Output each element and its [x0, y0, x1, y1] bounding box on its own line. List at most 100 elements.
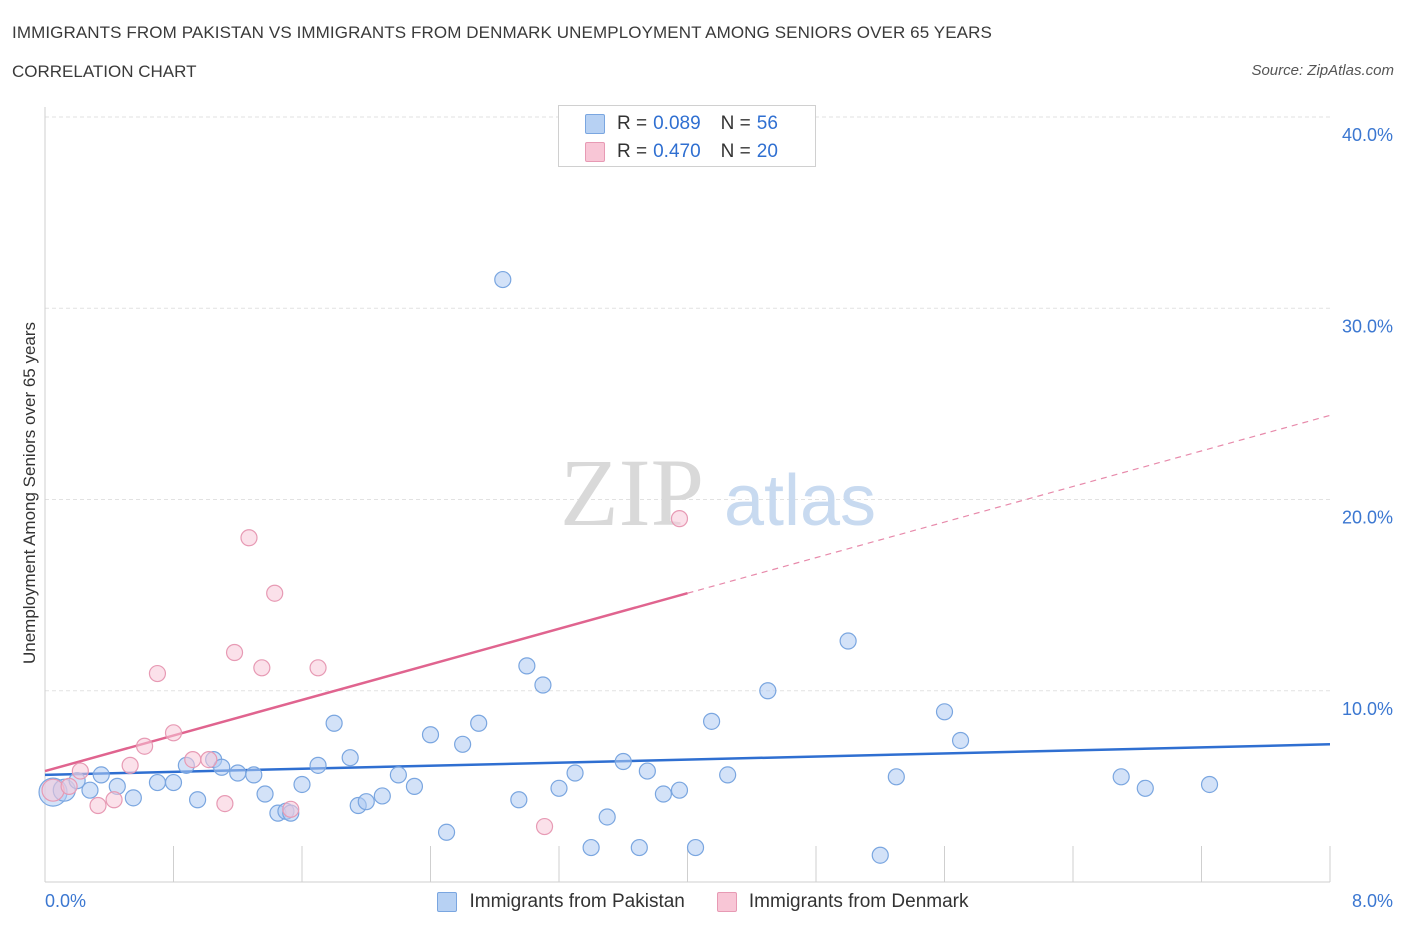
- data-points: [38, 270, 1219, 864]
- legend-label-pakistan: Immigrants from Pakistan: [469, 891, 685, 912]
- legend-swatch-denmark: [585, 142, 605, 162]
- data-point-denmark: [253, 659, 271, 677]
- trend-line-denmark-projection: [687, 414, 1331, 594]
- legend-item-denmark[interactable]: Immigrants from Denmark: [716, 891, 969, 913]
- gridlines: [45, 116, 1330, 692]
- data-point-pakistan: [719, 766, 737, 784]
- data-point-denmark: [148, 664, 167, 683]
- data-point-pakistan: [454, 735, 472, 753]
- data-point-pakistan: [638, 762, 656, 780]
- data-point-denmark: [266, 584, 284, 602]
- data-point-pakistan: [614, 752, 632, 771]
- data-point-pakistan: [92, 766, 110, 784]
- data-point-pakistan: [702, 712, 721, 730]
- watermark: ZIP atlas: [560, 439, 876, 546]
- data-point-denmark: [60, 777, 78, 795]
- data-point-pakistan: [871, 846, 889, 864]
- data-point-denmark: [41, 778, 65, 802]
- data-point-pakistan: [494, 270, 512, 289]
- data-point-pakistan: [510, 791, 528, 809]
- series-legend: Immigrants from Pakistan Immigrants from…: [0, 889, 1406, 915]
- data-point-pakistan: [309, 756, 327, 774]
- data-point-pakistan: [124, 789, 142, 807]
- data-point-pakistan: [245, 766, 263, 784]
- chart-title: IMMIGRANTS FROM PAKISTAN VS IMMIGRANTS F…: [12, 23, 992, 42]
- data-point-denmark: [240, 529, 258, 547]
- trend-line-denmark: [44, 592, 688, 773]
- tick-labels: 10.0% 20.0% 30.0% 40.0% 0.0% 8.0%: [45, 125, 1393, 911]
- data-point-denmark: [71, 762, 89, 780]
- x-tick-label: 0.0%: [45, 891, 86, 911]
- source-credit: Source: ZipAtlas.com: [1251, 62, 1394, 79]
- data-point-denmark: [135, 737, 154, 755]
- data-point-denmark: [309, 659, 327, 677]
- data-point-pakistan: [935, 703, 954, 721]
- data-point-pakistan: [582, 838, 600, 857]
- data-point-pakistan: [256, 785, 274, 803]
- data-point-pakistan: [148, 773, 167, 792]
- y-tick-label: 20.0%: [1342, 508, 1393, 528]
- legend-n-label: N =: [720, 113, 751, 134]
- legend-item-pakistan[interactable]: Immigrants from Pakistan: [437, 891, 685, 913]
- data-point-pakistan: [686, 838, 705, 857]
- legend-swatch-pakistan: [437, 892, 458, 912]
- data-point-pakistan: [389, 766, 407, 784]
- data-point-pakistan: [951, 731, 970, 750]
- legend-swatch-pakistan: [585, 114, 605, 134]
- data-point-pakistan: [759, 682, 777, 700]
- y-tick-label: 10.0%: [1342, 699, 1393, 719]
- legend-r-label: R =: [617, 141, 648, 162]
- data-point-pakistan: [654, 785, 673, 803]
- data-point-pakistan: [1136, 779, 1154, 797]
- legend-r-label: R =: [617, 113, 648, 134]
- data-point-pakistan: [81, 781, 99, 799]
- data-point-pakistan: [188, 791, 207, 809]
- data-point-pakistan: [405, 777, 424, 795]
- legend-swatch-denmark: [716, 892, 737, 912]
- axes: [44, 107, 1331, 883]
- data-point-pakistan: [670, 781, 689, 799]
- data-point-pakistan: [470, 714, 488, 732]
- data-point-denmark: [89, 796, 107, 815]
- data-point-pakistan: [421, 726, 440, 744]
- data-point-pakistan: [373, 787, 391, 805]
- data-point-pakistan: [293, 775, 311, 794]
- data-point-denmark: [535, 817, 554, 836]
- data-point-pakistan: [164, 773, 183, 792]
- y-tick-label: 40.0%: [1342, 125, 1393, 145]
- y-tick-label: 30.0%: [1342, 316, 1393, 336]
- data-point-denmark: [670, 510, 689, 528]
- data-point-pakistan: [630, 838, 648, 857]
- data-point-pakistan: [566, 764, 584, 782]
- legend-r-value: 0.089: [653, 113, 701, 134]
- legend-n-value: 20: [756, 141, 778, 162]
- data-point-pakistan: [598, 808, 616, 826]
- data-point-pakistan: [839, 632, 857, 650]
- data-point-pakistan: [437, 823, 456, 841]
- legend-row-denmark: R = 0.470 N = 20: [585, 140, 778, 164]
- data-point-denmark: [164, 724, 183, 742]
- legend-n-label: N =: [720, 141, 751, 162]
- legend-r-value: 0.470: [653, 141, 701, 162]
- watermark-atlas: atlas: [724, 461, 876, 541]
- data-point-pakistan: [357, 793, 375, 811]
- data-point-denmark: [216, 794, 234, 813]
- data-point-denmark: [200, 750, 218, 769]
- data-point-pakistan: [229, 764, 247, 782]
- data-point-denmark: [184, 750, 202, 769]
- data-point-pakistan: [341, 749, 359, 767]
- legend-n-value: 56: [756, 113, 778, 134]
- correlation-legend: R = 0.089 N = 56 R = 0.470 N = 20: [558, 105, 816, 167]
- x-tick-label: 8.0%: [1352, 891, 1393, 911]
- legend-row-pakistan: R = 0.089 N = 56: [585, 112, 778, 136]
- data-point-denmark: [282, 800, 300, 818]
- data-point-pakistan: [213, 758, 231, 776]
- watermark-zip: ZIP: [560, 439, 704, 546]
- data-point-denmark: [225, 643, 244, 662]
- data-point-pakistan: [325, 714, 343, 732]
- data-point-denmark: [121, 756, 139, 774]
- data-point-pakistan: [1200, 775, 1219, 794]
- chart-subtitle: CORRELATION CHART: [12, 62, 197, 81]
- data-point-pakistan: [550, 779, 568, 797]
